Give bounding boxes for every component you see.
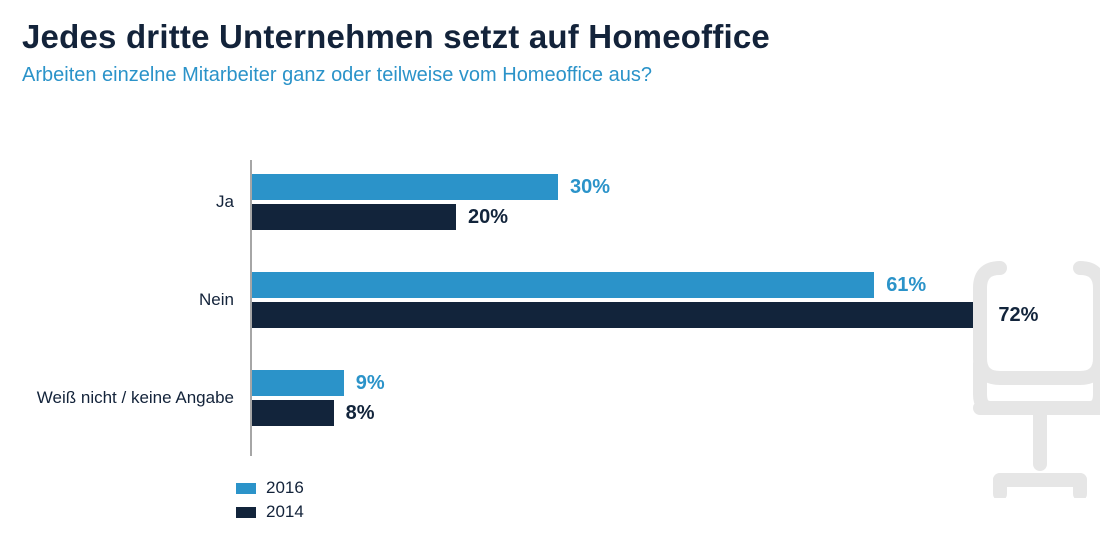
bar-value-label: 20% [468,204,508,230]
chart-area: Ja 30% 20% Nein 61% 72% Weiß nicht / keine Ang… [0,160,1100,520]
chart-subtitle: Arbeiten einzelne Mitarbeiter ganz oder … [0,56,1100,87]
legend-swatch [236,507,256,518]
legend-item: 2014 [236,500,304,524]
category-label: Nein [0,290,234,310]
bar [252,272,874,298]
chart-title: Jedes dritte Unternehmen setzt auf Homeo… [0,0,1100,56]
bar [252,400,334,426]
legend: 2016 2014 [236,476,304,524]
bar [252,174,558,200]
bar [252,204,456,230]
bar [252,302,986,328]
legend-item: 2016 [236,476,304,500]
bar-value-label: 8% [346,400,375,426]
legend-label: 2014 [266,502,304,522]
legend-label: 2016 [266,478,304,498]
category-label: Weiß nicht / keine Angabe [0,388,234,408]
bar-value-label: 9% [356,370,385,396]
bar-value-label: 30% [570,174,610,200]
bar [252,370,344,396]
category-label: Ja [0,192,234,212]
legend-swatch [236,483,256,494]
bar-value-label: 72% [998,302,1038,328]
bar-value-label: 61% [886,272,926,298]
